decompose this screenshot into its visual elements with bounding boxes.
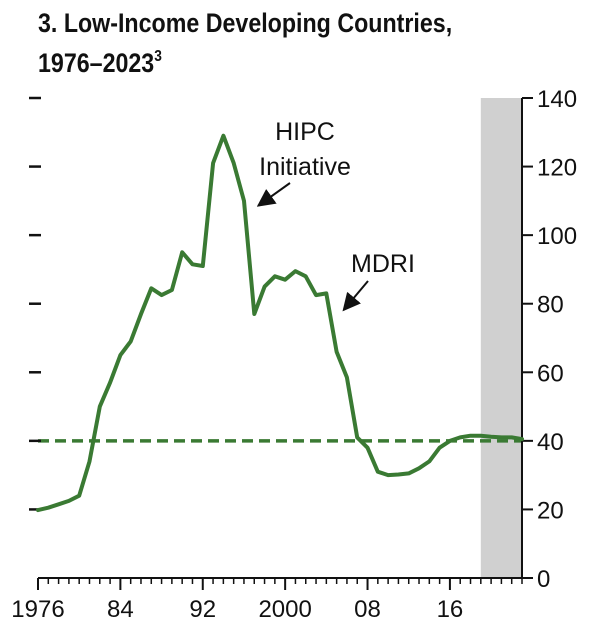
annotation-hipc-line1: HIPC [275,118,335,146]
y-tick-label-20: 20 [537,497,564,524]
chart-title-years: 1976–2023 [38,48,155,78]
y-tick-label-80: 80 [537,292,564,319]
annotation-mdri-arrow [342,280,369,312]
axes: 0 20 40 60 80 100 120 140 1976 84 92 2000 08 16 [11,86,577,623]
annotation-hipc-line2: Initiative [259,153,351,181]
y-tick-label-60: 60 [537,360,564,387]
chart-title-line1: 3. Low-Income Developing Countries, [38,8,453,38]
y-tick-label-120: 120 [537,155,577,182]
y-tick-label-100: 100 [537,223,577,250]
x-tick-label-2016: 16 [437,596,464,623]
chart-title: 3. Low-Income Developing Countries, 1976… [38,6,502,80]
chart-title-line2: 1976–20233 [38,40,502,80]
series-line-0 [36,133,524,513]
x-tick-label-1984: 84 [107,596,134,623]
x-tick-label-2008: 08 [354,596,381,623]
y-tick-label-40: 40 [537,429,564,456]
series-layer [36,133,524,513]
x-tick-label-1976: 1976 [11,596,64,623]
y-tick-label-0: 0 [537,566,550,593]
projection-shade-layer [480,98,522,578]
x-tick-label-1992: 92 [189,596,216,623]
annotation-hipc-arrow [256,182,291,207]
annotations: HIPC Initiative MDRI [256,118,415,312]
annotation-mdri: MDRI [351,250,415,278]
chart-title-footnote: 3 [154,48,162,65]
projection-shade [480,98,522,578]
x-tick-label-2000: 2000 [258,596,311,623]
y-tick-label-140: 140 [537,86,577,113]
